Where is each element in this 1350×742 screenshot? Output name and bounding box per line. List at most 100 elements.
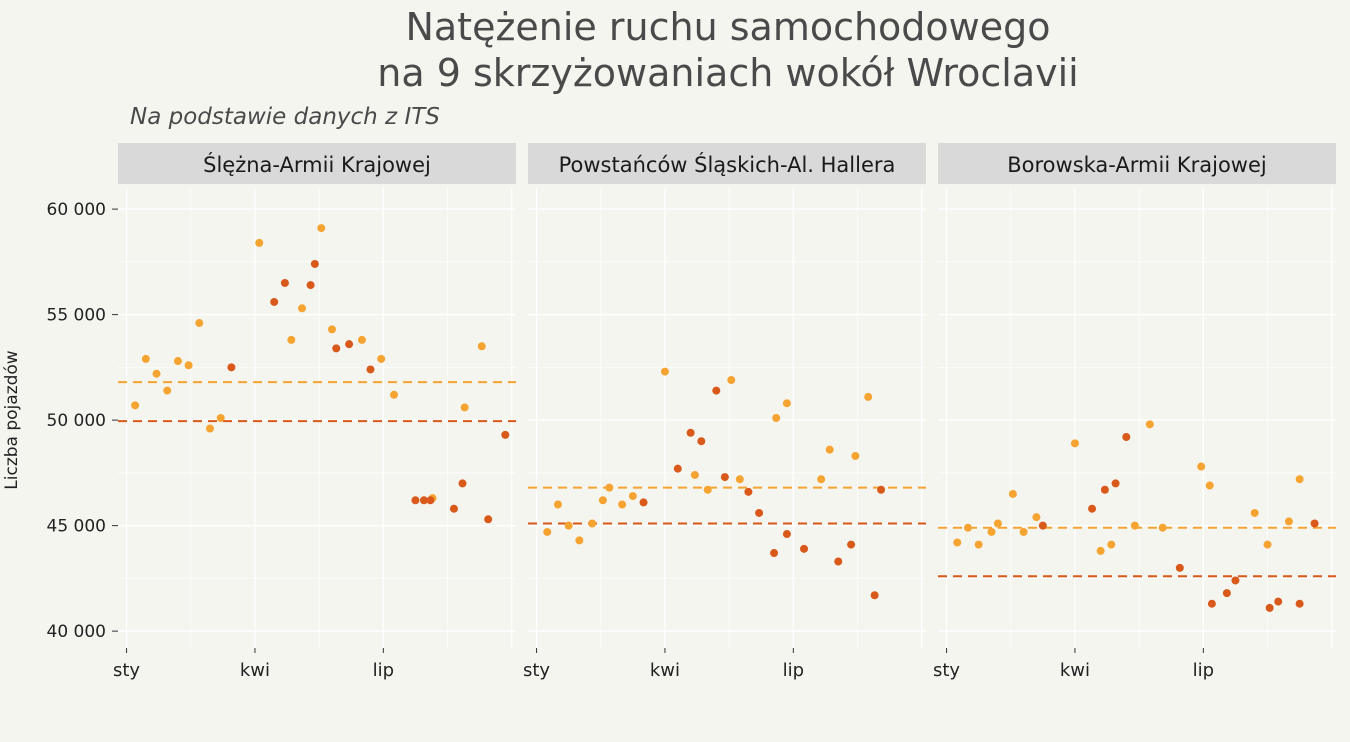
x-tick-label: kwi (650, 660, 680, 681)
data-point-light (618, 500, 627, 509)
data-point-dark (1122, 432, 1131, 441)
data-point-light (460, 403, 469, 412)
data-point-dark (419, 496, 428, 505)
x-tick-label: kwi (1060, 660, 1090, 681)
x-tick-label: sty (113, 660, 140, 681)
data-point-light (660, 367, 669, 376)
data-point-light (864, 392, 873, 401)
chart-title-line-1: Natężenie ruchu samochodowego (405, 5, 1051, 49)
data-point-dark (770, 549, 779, 558)
x-tick-label: lip (373, 660, 394, 681)
data-point-dark (310, 259, 319, 268)
data-point-light (690, 470, 699, 479)
facet-strip (528, 143, 926, 184)
chart-title-line-2: na 9 skrzyżowaniach wokół Wroclavii (377, 51, 1079, 95)
data-point-dark (697, 437, 706, 446)
data-point-light (825, 445, 834, 454)
data-point-light (963, 523, 972, 532)
data-point-light (287, 335, 296, 344)
y-tick-label: 50 000 (47, 411, 106, 431)
data-point-dark (755, 508, 764, 517)
data-point-dark (366, 365, 375, 374)
data-point-light (1197, 462, 1206, 471)
data-point-dark (426, 496, 435, 505)
data-point-light (974, 540, 983, 549)
data-point-light (575, 536, 584, 545)
data-point-light (1008, 489, 1017, 498)
data-point-dark (1111, 479, 1120, 488)
data-point-dark (782, 530, 791, 539)
x-tick-label: sty (933, 660, 960, 681)
data-point-light (163, 386, 172, 395)
facet-strip-label: Powstańców Śląskich-Al. Hallera (559, 152, 896, 177)
data-point-light (1130, 521, 1139, 530)
data-point-light (390, 390, 399, 399)
data-point-dark (227, 363, 236, 372)
data-point-light (1096, 546, 1105, 555)
data-point-dark (1295, 599, 1304, 608)
data-point-dark (411, 496, 420, 505)
facet-strip (118, 143, 516, 184)
data-point-light (152, 369, 161, 378)
data-point-light (987, 527, 996, 536)
data-point-light (772, 414, 781, 422)
data-point-dark (280, 278, 289, 287)
y-tick-label: 45 000 (47, 517, 106, 537)
data-point-dark (744, 487, 753, 496)
data-point-light (605, 483, 614, 492)
data-point-light (195, 319, 204, 328)
data-point-light (141, 354, 150, 363)
x-tick-label: sty (523, 660, 550, 681)
data-point-dark (458, 479, 467, 488)
data-point-dark (834, 557, 843, 566)
data-point-light (298, 304, 307, 313)
data-point-dark (1088, 504, 1097, 513)
data-point-dark (1038, 521, 1047, 530)
x-tick-label: lip (783, 660, 804, 681)
data-point-light (131, 401, 140, 410)
data-point-dark (332, 344, 341, 353)
data-point-dark (639, 498, 648, 507)
data-point-dark (1231, 576, 1240, 585)
data-point-light (255, 238, 264, 247)
data-point-dark (1222, 589, 1231, 598)
data-point-light (598, 496, 607, 505)
data-point-light (735, 475, 744, 484)
data-point-light (553, 500, 562, 509)
y-tick-label: 55 000 (47, 306, 106, 326)
data-point-light (1070, 439, 1079, 448)
chart-subtitle: Na podstawie danych z ITS (130, 104, 440, 130)
data-point-dark (1310, 519, 1319, 528)
data-point-light (1107, 540, 1116, 549)
x-tick-label: lip (1193, 660, 1214, 681)
data-point-light (377, 354, 386, 363)
y-tick-label: 40 000 (47, 622, 106, 642)
data-point-light (173, 357, 182, 366)
data-point-light (1019, 527, 1028, 536)
data-point-dark (673, 464, 682, 473)
chart-title: Natężenie ruchu samochodowego na 9 skrzy… (0, 4, 1350, 96)
data-point-light (588, 519, 597, 528)
data-point-dark (1175, 563, 1184, 572)
data-point-light (993, 519, 1002, 528)
data-point-light (206, 424, 215, 433)
data-point-dark (1274, 597, 1283, 606)
x-tick-label: kwi (240, 660, 270, 681)
data-point-dark (270, 297, 279, 306)
data-point-dark (345, 340, 354, 349)
data-point-dark (720, 473, 729, 482)
data-point-light (817, 475, 826, 484)
data-point-light (543, 527, 552, 536)
data-point-dark (712, 386, 721, 395)
data-point-light (782, 399, 791, 408)
facet-strip-label: Borowska-Armii Krajowej (1007, 153, 1267, 177)
data-point-light (1158, 523, 1167, 532)
data-point-dark (1207, 599, 1216, 608)
data-point-light (1205, 481, 1214, 490)
data-point-dark (1100, 485, 1109, 494)
data-point-light (727, 376, 736, 385)
data-point-dark (501, 430, 510, 439)
data-point-light (1263, 540, 1272, 549)
data-point-dark (484, 515, 493, 524)
